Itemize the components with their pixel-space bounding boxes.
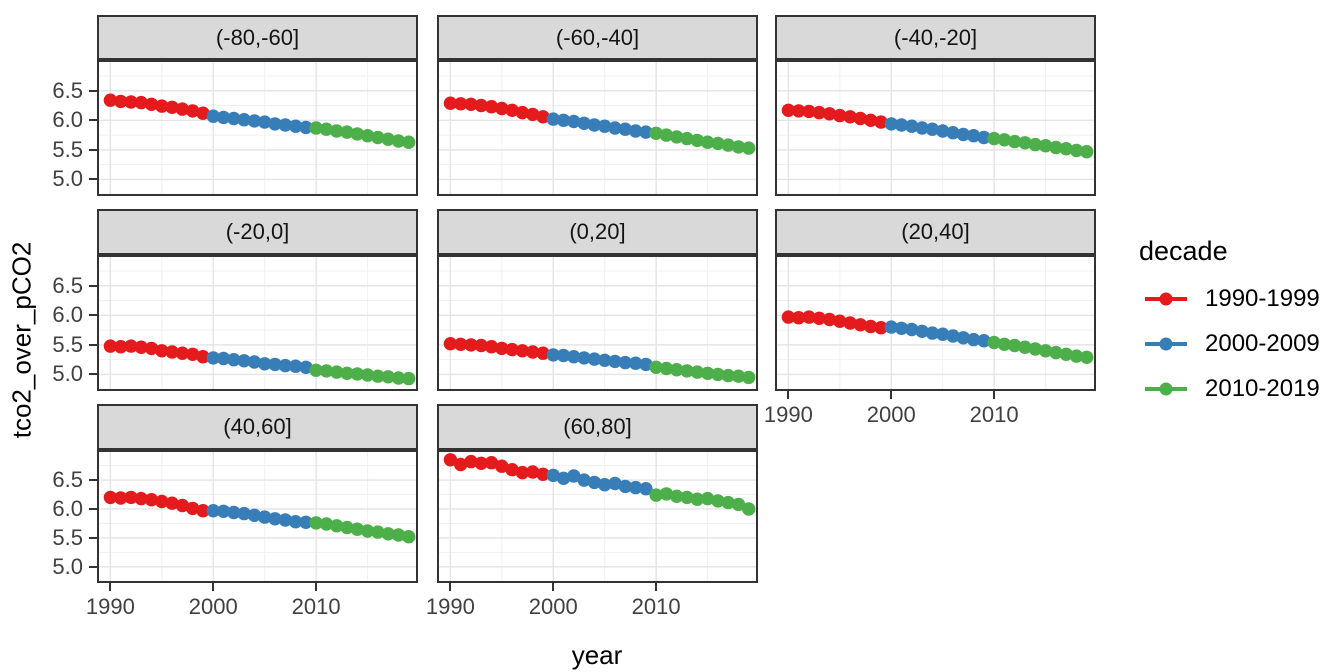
facet-panel — [437, 450, 758, 583]
facet-strip: (0,20] — [437, 209, 758, 255]
legend-key-icon — [1145, 292, 1187, 306]
panel-border — [437, 255, 758, 391]
panel-border — [437, 450, 758, 583]
x-tick-label: 1990 — [425, 594, 475, 619]
data-points — [103, 93, 416, 149]
data-points — [781, 103, 1094, 159]
x-tick-label: 2010 — [969, 402, 1019, 427]
gridlines — [437, 255, 758, 391]
facet-panel — [97, 255, 418, 391]
y-axis-tick — [89, 536, 97, 539]
facet-label: (-20,0] — [225, 219, 290, 244]
x-axis-tick — [993, 391, 996, 399]
legend-entry: 1990-1999 — [1143, 285, 1320, 313]
facet-panel — [437, 255, 758, 391]
y-axis-tick — [89, 119, 97, 122]
y-axis-tick — [89, 314, 97, 317]
y-axis-tick — [89, 148, 97, 151]
x-axis-tick — [552, 583, 555, 591]
x-axis-tick — [449, 583, 452, 591]
legend-key-icon — [1145, 337, 1187, 351]
facet-label: (60,80] — [563, 414, 632, 439]
panel-border — [775, 255, 1096, 391]
facet-panel — [97, 450, 418, 583]
y-tick-label: 6.0 — [52, 495, 83, 521]
x-axis-tick — [890, 391, 893, 399]
y-axis-tick — [89, 507, 97, 510]
facet-panel — [97, 60, 418, 196]
facet-strip: (-20,0] — [97, 209, 418, 255]
facet-strip: (60,80] — [437, 404, 758, 450]
gridlines — [775, 255, 1096, 391]
y-axis-tick — [89, 373, 97, 376]
x-axis-tick — [787, 391, 790, 399]
y-tick-label: 5.5 — [52, 136, 83, 162]
legend-entry: 2000-2009 — [1143, 330, 1320, 358]
x-tick-label: 2000 — [866, 402, 916, 427]
x-tick-label: 2010 — [631, 594, 681, 619]
x-tick-label: 1990 — [85, 594, 135, 619]
legend-entry-label: 2010-2019 — [1205, 375, 1320, 402]
facet-label: (40,60] — [223, 414, 292, 439]
data-points — [443, 96, 756, 155]
y-axis-tick — [89, 343, 97, 346]
x-axis-tick — [212, 583, 215, 591]
facet-label: (-80,-60] — [215, 24, 300, 50]
y-tick-label: 6.0 — [52, 302, 83, 328]
facet-panel — [437, 60, 758, 196]
x-tick-label: 2000 — [188, 594, 238, 619]
y-tick-label: 5.0 — [52, 166, 83, 192]
x-tick-label: 1990 — [763, 402, 813, 427]
data-points — [103, 339, 416, 386]
facet-strip: (-60,-40] — [437, 15, 758, 60]
legend-entry-label: 2000-2009 — [1205, 330, 1320, 357]
y-tick-label: 6.5 — [52, 272, 83, 298]
y-axis-tick — [89, 284, 97, 287]
y-tick-label: 5.5 — [52, 331, 83, 357]
legend-entry: 2010-2019 — [1143, 375, 1320, 403]
facet-strip: (-40,-20] — [775, 15, 1096, 60]
panel-border — [97, 450, 418, 583]
facet-panel — [775, 60, 1096, 196]
gridlines — [437, 450, 758, 583]
x-axis-title: year — [571, 640, 623, 670]
panel-border — [97, 255, 418, 391]
x-tick-label: 2010 — [291, 594, 341, 619]
data-points — [443, 453, 756, 516]
y-axis-tick — [89, 565, 97, 568]
data-points — [443, 337, 756, 385]
y-tick-label: 6.0 — [52, 107, 83, 133]
x-axis-tick — [315, 583, 318, 591]
facet-label: (-40,-20] — [893, 24, 978, 50]
facet-label: (0,20] — [569, 219, 626, 244]
facet-strip: (-80,-60] — [97, 15, 418, 60]
y-axis-tick — [89, 89, 97, 92]
legend-entry-label: 1990-1999 — [1205, 285, 1320, 312]
y-tick-label: 5.0 — [52, 553, 83, 579]
y-axis-tick — [89, 178, 97, 181]
x-tick-label: 2000 — [528, 594, 578, 619]
y-tick-label: 6.5 — [52, 467, 83, 493]
y-tick-label: 5.0 — [52, 361, 83, 387]
facet-label: (20,40] — [901, 219, 970, 244]
x-axis-tick — [655, 583, 658, 591]
panel-border — [97, 60, 418, 196]
gridlines — [97, 60, 418, 196]
data-points — [781, 310, 1094, 364]
panel-border — [437, 60, 758, 196]
facet-strip: (20,40] — [775, 209, 1096, 255]
x-axis-tick — [109, 583, 112, 591]
facet-panel — [775, 255, 1096, 391]
y-tick-label: 5.5 — [52, 524, 83, 550]
legend-title: decade — [1139, 236, 1228, 266]
legend-key-icon — [1145, 382, 1187, 396]
facet-strip: (40,60] — [97, 404, 418, 450]
y-axis-tick — [89, 479, 97, 482]
data-points — [103, 490, 416, 544]
panel-border — [775, 60, 1096, 196]
facet-label: (-60,-40] — [555, 24, 640, 50]
y-tick-label: 6.5 — [52, 77, 83, 103]
